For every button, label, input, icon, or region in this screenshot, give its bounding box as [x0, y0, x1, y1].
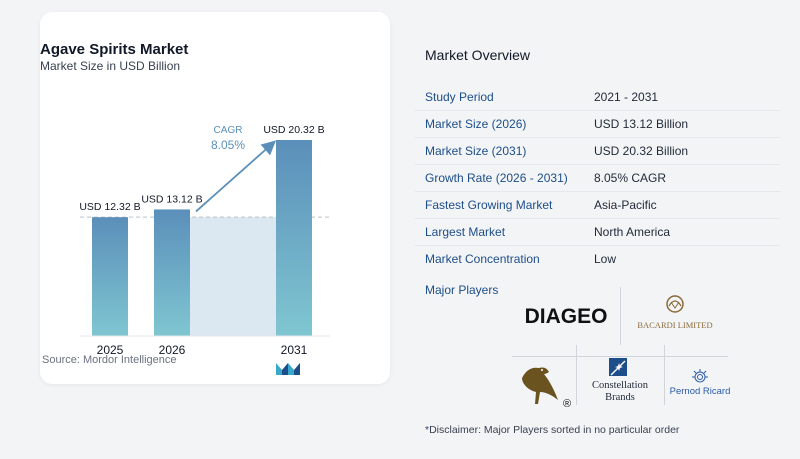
overview-label: Market Size (2031) — [425, 144, 527, 158]
overview-row: Study Period 2021 - 2031 — [415, 84, 780, 111]
bar-value-label: USD 13.12 B — [141, 193, 202, 205]
logo-divider — [664, 345, 665, 405]
constellation-logo-line2: Brands — [605, 392, 635, 403]
bar-chart: USD 12.32 B 2025 USD 13.12 B 2026 USD 20.32 … — [79, 124, 330, 357]
diageo-logo: DIAGEO — [525, 305, 608, 328]
overview-title: Market Overview — [425, 47, 531, 63]
chart-subtitle: Market Size in USD Billion — [40, 59, 181, 73]
overview-row: Largest Market North America — [415, 219, 780, 246]
crow-trademark: ® — [563, 398, 571, 410]
bar-value-label: USD 20.32 B — [263, 124, 324, 136]
overview-value: 8.05% CAGR — [594, 171, 667, 185]
overview-value: North America — [594, 225, 671, 239]
crow-logo-icon — [522, 367, 558, 404]
bacardi-logo-icon — [666, 295, 684, 313]
pernod-logo-icon — [692, 369, 708, 383]
chart-title: Agave Spirits Market — [40, 41, 189, 58]
mordor-logo-icon — [276, 363, 300, 375]
overview-row: Market Size (2026) USD 13.12 Billion — [415, 111, 780, 138]
bar-2025 — [92, 217, 128, 336]
bacardi-logo: BACARDI LIMITED — [637, 320, 712, 330]
constellation-logo-line1: Constellation — [592, 380, 649, 391]
overview-label: Growth Rate (2026 - 2031) — [425, 171, 568, 185]
overview-row: Market Size (2031) USD 20.32 Billion — [415, 138, 780, 165]
x-tick-label: 2031 — [281, 343, 308, 357]
cagr-label: CAGR — [214, 125, 243, 136]
bar-2026 — [154, 209, 190, 336]
overview-value: USD 20.32 Billion — [594, 144, 689, 158]
overview-label: Largest Market — [425, 225, 506, 239]
x-tick-label: 2026 — [159, 343, 186, 357]
overview-row: Fastest Growing Market Asia-Pacific — [415, 192, 780, 219]
overview-label: Study Period — [425, 90, 494, 104]
growth-region — [190, 217, 276, 336]
pernod-logo: Pernod Ricard — [670, 386, 731, 397]
logo-divider — [512, 356, 728, 357]
overview-value: Asia-Pacific — [594, 198, 657, 212]
disclaimer-text: *Disclaimer: Major Players sorted in no … — [425, 424, 680, 436]
overview-row: Growth Rate (2026 - 2031) 8.05% CAGR — [415, 165, 780, 192]
overview-label: Fastest Growing Market — [425, 198, 553, 212]
overview-label: Market Concentration — [425, 252, 540, 266]
logo-divider — [576, 345, 577, 405]
cagr-value: 8.05% — [211, 138, 245, 152]
overview-table: Study Period 2021 - 2031 Market Size (20… — [415, 84, 780, 273]
overview-value: Low — [594, 252, 617, 266]
logo-divider — [620, 287, 621, 345]
overview-value: USD 13.12 Billion — [594, 117, 689, 131]
overview-row: Market Concentration Low — [415, 246, 780, 273]
major-players-label: Major Players — [425, 283, 499, 297]
overview-label: Market Size (2026) — [425, 117, 527, 131]
bar-value-label: USD 12.32 B — [79, 201, 140, 213]
overview-value: 2021 - 2031 — [594, 90, 659, 104]
source-text: Source: Mordor Intelligence — [42, 354, 177, 366]
x-tick-label: 2025 — [97, 343, 124, 357]
cagr-arrow — [195, 140, 277, 213]
bar-2031 — [276, 140, 312, 336]
constellation-logo-icon — [609, 358, 627, 376]
